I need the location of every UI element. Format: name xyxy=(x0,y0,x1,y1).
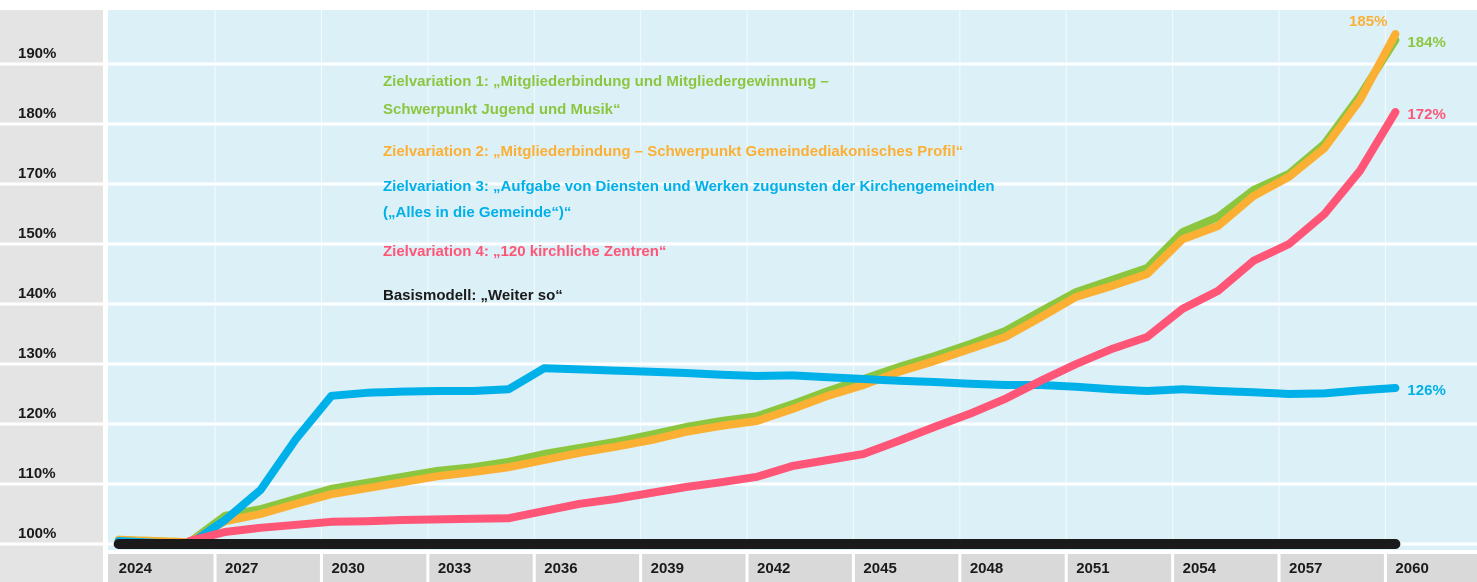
series-line xyxy=(114,30,1400,547)
x-axis-band xyxy=(108,554,1477,582)
x-tick-label: 2060 xyxy=(1395,560,1428,577)
legend-entry: Zielvariation 4: „120 kirchliche Zentren… xyxy=(383,243,667,260)
plot-area xyxy=(108,10,1477,550)
legend-entry: Zielvariation 2: „Mitgliederbindung – Sc… xyxy=(383,143,964,160)
x-tick-label: 2030 xyxy=(331,560,364,577)
y-axis-band xyxy=(0,10,103,582)
legend-entry: Zielvariation 1: „Mitgliederbindung und … xyxy=(383,73,829,118)
x-tick-label: 2039 xyxy=(651,560,684,577)
x-tick-label: 2024 xyxy=(119,560,153,577)
x-tick-label: 2048 xyxy=(970,560,1003,577)
y-tick-label: 100% xyxy=(18,525,56,542)
y-tick-label: 180% xyxy=(18,105,56,122)
y-tick-label: 120% xyxy=(18,405,56,422)
x-tick-label: 2051 xyxy=(1076,560,1109,577)
legend-entry: Basismodell: „Weiter so“ xyxy=(383,287,563,304)
y-tick-label: 130% xyxy=(18,345,56,362)
y-tick-label: 150% xyxy=(18,225,56,242)
x-tick-label: 2027 xyxy=(225,560,258,577)
x-tick-label: 2045 xyxy=(863,560,896,577)
y-tick-label: 110% xyxy=(18,465,56,482)
x-tick-label: 2033 xyxy=(438,560,471,577)
value-label: 185% xyxy=(1349,13,1387,30)
series-line xyxy=(185,108,1400,545)
legend-entry: Zielvariation 3: „Aufgabe von Diensten u… xyxy=(383,178,995,221)
value-label: 172% xyxy=(1407,106,1445,123)
series-line xyxy=(114,36,1400,547)
x-tick-label: 2054 xyxy=(1183,560,1217,577)
value-label: 126% xyxy=(1407,382,1445,399)
x-tick-label: 2036 xyxy=(544,560,577,577)
value-label: 184% xyxy=(1407,34,1445,51)
y-tick-label: 190% xyxy=(18,45,56,62)
x-tick-label: 2042 xyxy=(757,560,790,577)
y-tick-label: 170% xyxy=(18,165,56,182)
x-tick-label: 2057 xyxy=(1289,560,1322,577)
y-tick-label: 140% xyxy=(18,285,56,302)
series-line xyxy=(114,364,1400,548)
